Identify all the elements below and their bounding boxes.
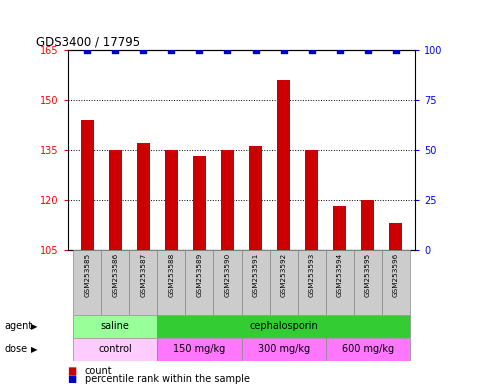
Bar: [298, 250, 326, 315]
Text: GSM253588: GSM253588: [169, 253, 174, 297]
Bar: [333, 206, 346, 250]
Bar: [242, 250, 270, 315]
Text: GSM253593: GSM253593: [309, 253, 314, 297]
Bar: [157, 250, 185, 315]
Text: count: count: [85, 366, 112, 376]
Bar: [157, 315, 410, 338]
Text: cephalosporin: cephalosporin: [249, 321, 318, 331]
Bar: [157, 338, 242, 361]
Text: GSM253590: GSM253590: [225, 253, 230, 297]
Text: GSM253586: GSM253586: [112, 253, 118, 297]
Bar: [73, 315, 157, 338]
Point: [168, 47, 175, 53]
Bar: [242, 338, 326, 361]
Bar: [73, 338, 157, 361]
Point: [336, 47, 343, 53]
Bar: [326, 250, 354, 315]
Bar: [193, 156, 206, 250]
Bar: [101, 250, 129, 315]
Point: [252, 47, 259, 53]
Text: GSM253591: GSM253591: [253, 253, 258, 297]
Text: saline: saline: [101, 321, 130, 331]
Bar: [389, 223, 402, 250]
Text: GDS3400 / 17795: GDS3400 / 17795: [36, 36, 141, 49]
Text: ▶: ▶: [31, 322, 38, 331]
Text: ■: ■: [68, 374, 77, 384]
Bar: [354, 250, 382, 315]
Text: control: control: [99, 344, 132, 354]
Text: GSM253595: GSM253595: [365, 253, 371, 297]
Bar: [270, 250, 298, 315]
Bar: [137, 143, 150, 250]
Bar: [382, 250, 410, 315]
Text: 300 mg/kg: 300 mg/kg: [257, 344, 310, 354]
Text: 150 mg/kg: 150 mg/kg: [173, 344, 226, 354]
Point: [224, 47, 231, 53]
Bar: [361, 200, 374, 250]
Point: [308, 47, 315, 53]
Bar: [165, 150, 178, 250]
Point: [84, 47, 91, 53]
Bar: [277, 80, 290, 250]
Point: [196, 47, 203, 53]
Bar: [185, 250, 213, 315]
Text: percentile rank within the sample: percentile rank within the sample: [85, 374, 250, 384]
Text: 600 mg/kg: 600 mg/kg: [341, 344, 394, 354]
Point: [140, 47, 147, 53]
Text: GSM253592: GSM253592: [281, 253, 286, 297]
Bar: [129, 250, 157, 315]
Text: dose: dose: [5, 344, 28, 354]
Point: [280, 47, 287, 53]
Bar: [73, 250, 101, 315]
Bar: [81, 120, 94, 250]
Bar: [213, 250, 242, 315]
Bar: [109, 150, 122, 250]
Text: GSM253587: GSM253587: [141, 253, 146, 297]
Point: [392, 47, 399, 53]
Bar: [326, 338, 410, 361]
Point: [364, 47, 371, 53]
Text: GSM253596: GSM253596: [393, 253, 399, 297]
Bar: [249, 146, 262, 250]
Bar: [305, 150, 318, 250]
Text: agent: agent: [5, 321, 33, 331]
Text: GSM253589: GSM253589: [197, 253, 202, 297]
Text: ■: ■: [68, 366, 77, 376]
Text: GSM253594: GSM253594: [337, 253, 342, 297]
Text: GSM253585: GSM253585: [84, 253, 90, 297]
Point: [112, 47, 119, 53]
Text: ▶: ▶: [31, 345, 38, 354]
Bar: [221, 150, 234, 250]
